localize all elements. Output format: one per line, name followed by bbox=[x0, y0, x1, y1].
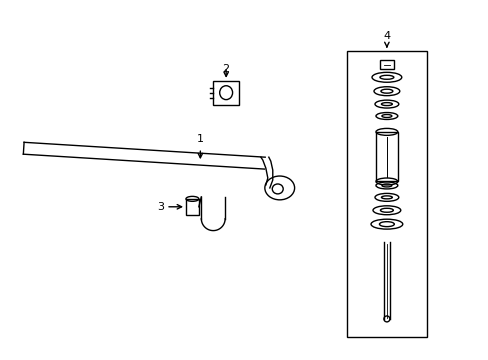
Bar bbox=[185, 199, 199, 215]
Text: 2: 2 bbox=[222, 64, 229, 74]
Text: 1: 1 bbox=[197, 134, 203, 144]
Bar bbox=[346, 51, 426, 337]
Text: 3: 3 bbox=[157, 202, 164, 212]
Bar bbox=[379, 60, 393, 69]
Bar bbox=[213, 81, 239, 105]
Text: 4: 4 bbox=[383, 31, 389, 41]
Bar bbox=[375, 132, 397, 181]
